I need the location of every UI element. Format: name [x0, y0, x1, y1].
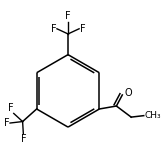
Text: F: F [8, 103, 13, 113]
Text: O: O [125, 88, 132, 98]
Text: F: F [4, 118, 9, 128]
Text: F: F [80, 24, 86, 34]
Text: F: F [65, 11, 71, 21]
Text: F: F [21, 134, 26, 144]
Text: CH₃: CH₃ [145, 111, 162, 120]
Text: F: F [51, 24, 56, 34]
